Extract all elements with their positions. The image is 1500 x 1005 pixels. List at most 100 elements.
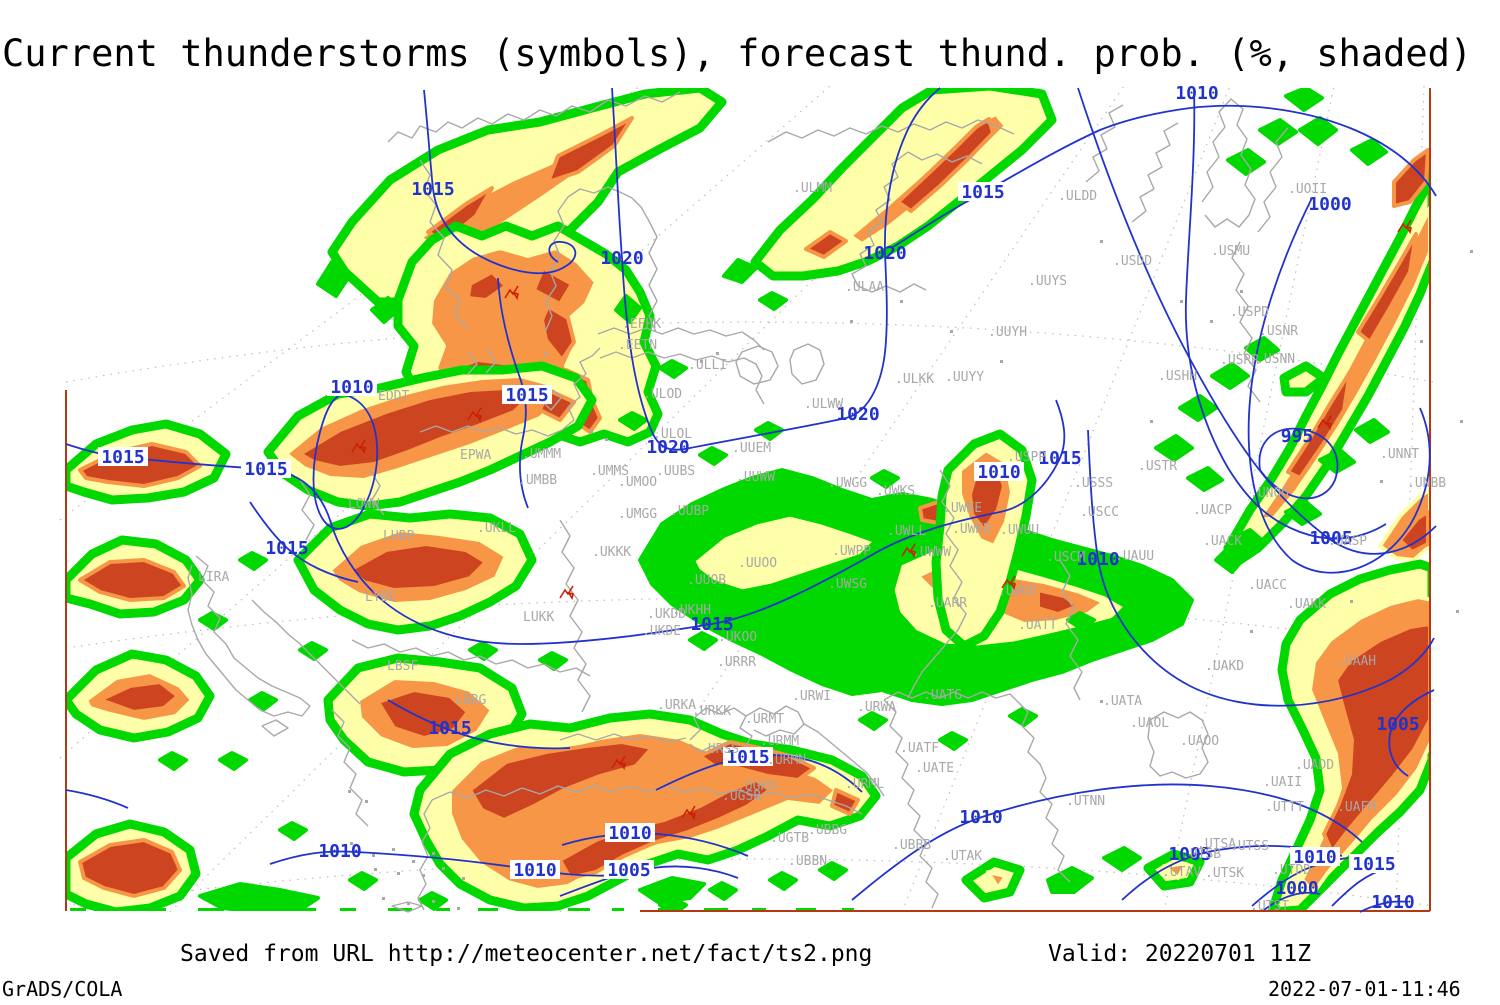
station-id-label: .UUYH: [988, 325, 1027, 340]
isobar-line: [269, 850, 623, 877]
coastline: [431, 785, 863, 815]
isobar-line: [312, 393, 379, 530]
isobar-line: [1388, 689, 1435, 777]
station-id-label: .UAAH: [1337, 654, 1376, 669]
station-id-label: .USTR: [1138, 459, 1177, 474]
probability-shading-r: [804, 230, 848, 259]
probability-shading-g: [298, 641, 328, 661]
isobar-label: 1015: [1352, 854, 1395, 875]
isobar-label: 1015: [961, 182, 1004, 203]
probability-shading-r: [1322, 622, 1430, 854]
shading-edge-dash: [478, 908, 498, 911]
coastline: [351, 639, 591, 677]
island-dot: [1210, 320, 1213, 323]
probability-shading-g: [1298, 116, 1338, 146]
island-dot: [1470, 250, 1473, 253]
station-id-label: LYBE: [365, 590, 396, 605]
station-id-label: .UUWW: [736, 470, 775, 485]
coastline: [485, 349, 497, 374]
probability-shading-g: [468, 641, 498, 661]
station-id-label: .UMMM: [522, 447, 561, 462]
coastline: [1085, 104, 1124, 183]
isobar-label: 1020: [863, 243, 906, 264]
probability-shading-y: [685, 507, 885, 599]
isobar-label-box: [1349, 854, 1399, 873]
coastline: [1201, 98, 1256, 228]
thunderstorm-symbol: [681, 805, 696, 821]
island-dot: [1150, 420, 1153, 423]
thunderstorm-symbol: [504, 285, 519, 301]
station-id-label: .UAKD: [1205, 659, 1244, 674]
probability-shading-g: [722, 258, 758, 284]
isobar-line: [561, 832, 749, 857]
station-id-label: .UKHH: [672, 603, 711, 618]
probability-shading-g: [1186, 466, 1224, 492]
station-id-label: .UGTB: [770, 831, 809, 846]
island-dot: [1250, 630, 1253, 633]
isobar-label-box: [1290, 847, 1340, 866]
isobar-line: [1258, 427, 1339, 500]
probability-shading-g: [870, 469, 900, 489]
isobar-label-box: [502, 385, 552, 404]
thunderstorm-symbol: [559, 585, 574, 601]
isobar-line: [423, 89, 577, 275]
island-dot: [457, 907, 460, 910]
coastline: [1131, 122, 1179, 223]
station-id-label: .UWLL: [887, 524, 926, 539]
station-id-label: .UWUU: [1000, 523, 1039, 538]
shading-edge-dash: [108, 908, 130, 911]
probability-shading-g: [1210, 362, 1250, 390]
probability-shading-g: [1008, 707, 1038, 727]
probability-shading-g: [638, 876, 706, 904]
isobar-label: 1010: [1076, 549, 1119, 570]
probability-shading-r: [466, 270, 508, 302]
probability-shading-g: [1214, 542, 1248, 574]
isobar-label: 1015: [101, 447, 144, 468]
shading-edge-dash: [796, 908, 816, 911]
station-id-label: .UKKK: [592, 545, 631, 560]
station-id-label: EPWA: [460, 448, 491, 463]
shading-edge-dash: [340, 908, 356, 911]
station-id-label: .USCM: [1046, 550, 1085, 565]
station-id-label: .USDD: [1113, 254, 1152, 269]
probability-shading-r: [1398, 510, 1430, 554]
station-id-label: .ULKK: [895, 372, 934, 387]
probability-shading-g: [1284, 500, 1322, 526]
station-id-label: .USSS: [1074, 476, 1113, 491]
coastline: [419, 159, 469, 329]
island-dot: [716, 352, 719, 355]
coastline: [883, 699, 939, 909]
isobar-line: [1247, 197, 1431, 574]
probability-shading-o: [986, 870, 1008, 890]
isobar-line: [1263, 891, 1321, 911]
probability-shading-g: [758, 291, 788, 311]
station-id-label: .UATA: [1103, 694, 1142, 709]
isobar-label: 1010: [1175, 83, 1218, 104]
island-dot: [950, 330, 953, 333]
station-id-label: .USPP: [1007, 450, 1046, 465]
isobar-label-box: [241, 459, 291, 478]
station-id-label: LHBP: [383, 529, 414, 544]
station-id-label: .UTAV: [1162, 865, 1201, 880]
isobar-label: 1010: [1371, 892, 1414, 913]
station-id-label: .UATG: [923, 688, 962, 703]
probability-shading-g: [238, 551, 268, 571]
border-layer: [65, 88, 1431, 912]
station-id-label: .UMMS: [590, 464, 629, 479]
station-id-label: .UACP: [1193, 503, 1232, 518]
station-id-label: .USNR: [1259, 324, 1298, 339]
isobar-label: 1005: [1376, 714, 1419, 735]
isobar-line: [851, 783, 1363, 901]
isobar-label: 1010: [330, 377, 373, 398]
island-dot: [1100, 240, 1103, 243]
saved-from-url-caption: Saved from URL http://meteocenter.net/fa…: [180, 941, 873, 967]
probability-shading-g: [614, 294, 642, 324]
probability-shading-g: [370, 296, 400, 324]
station-id-label: .UUBP: [670, 504, 709, 519]
station-id-label: .UUYY: [945, 370, 984, 385]
isobar-label-box: [604, 860, 654, 879]
coastline: [767, 119, 1015, 143]
graticule-line: [559, 85, 1125, 913]
station-id-label: .URKA: [657, 698, 696, 713]
shading-edge-dash: [296, 908, 316, 911]
